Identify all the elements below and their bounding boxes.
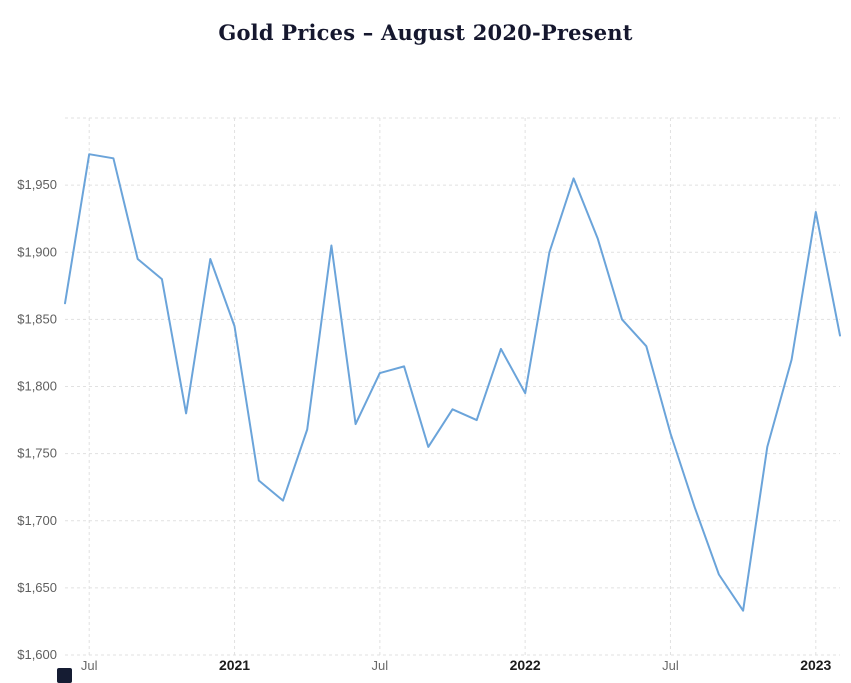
x-axis-label: 2021	[219, 657, 250, 673]
y-axis-label: $1,600	[17, 647, 57, 662]
x-axis-label: 2023	[800, 657, 831, 673]
y-axis-label: $1,800	[17, 379, 57, 394]
chart-title: Gold Prices – August 2020-Present	[218, 20, 633, 45]
gold-price-line	[64, 153, 841, 612]
x-axis-label: Jul	[372, 658, 389, 673]
logo-mark	[57, 668, 72, 683]
y-axis-label: $1,950	[17, 177, 57, 192]
y-axis-label: $1,700	[17, 513, 57, 528]
x-axis-label: Jul	[662, 658, 679, 673]
y-axis-label: $1,650	[17, 580, 57, 595]
y-axis-label: $1,850	[17, 311, 57, 326]
x-axis-label: 2022	[510, 657, 541, 673]
y-axis-label: $1,900	[17, 244, 57, 259]
y-axis-label: $1,750	[17, 446, 57, 461]
x-axis-label: Jul	[81, 658, 98, 673]
